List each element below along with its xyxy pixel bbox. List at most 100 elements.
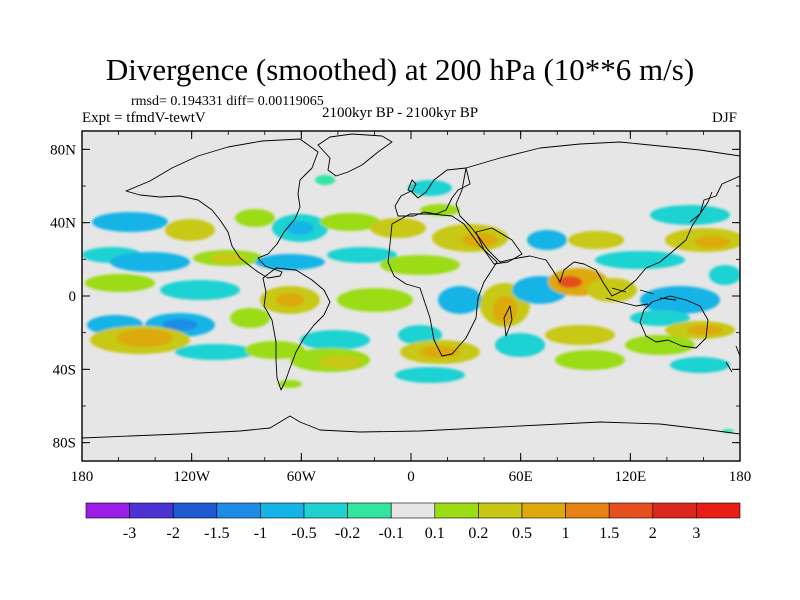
x-tick-label: 60W bbox=[287, 469, 317, 485]
field-blob bbox=[558, 276, 582, 288]
field-blob bbox=[527, 230, 567, 250]
field-blob bbox=[210, 253, 246, 263]
field-blob bbox=[162, 319, 198, 331]
field-blob bbox=[380, 255, 460, 275]
stats-label: rmsd= 0.194331 diff= 0.00119065 bbox=[131, 94, 324, 109]
field-blob bbox=[235, 209, 275, 227]
field-blob bbox=[300, 330, 370, 350]
field-blob bbox=[495, 333, 545, 357]
field-blob bbox=[568, 231, 624, 249]
field-blob bbox=[493, 296, 517, 324]
x-tick-label: 60E bbox=[509, 469, 533, 485]
x-tick-label: 180 bbox=[71, 469, 94, 485]
field-blob bbox=[408, 180, 452, 196]
japan-outline bbox=[689, 191, 713, 223]
field-blob bbox=[320, 213, 380, 231]
field-blob bbox=[545, 325, 615, 345]
colorbar-swatch bbox=[608, 502, 654, 519]
field-blob bbox=[230, 308, 270, 328]
field-blob bbox=[110, 252, 190, 272]
field-blob bbox=[555, 350, 625, 370]
colorbar-label: -0.5 bbox=[291, 525, 316, 542]
field-blob bbox=[694, 236, 730, 248]
field-blob bbox=[276, 293, 304, 307]
colorbar-swatch bbox=[652, 502, 697, 519]
field-blob bbox=[395, 367, 465, 383]
colorbar-label: 1.5 bbox=[599, 525, 619, 542]
field-blob bbox=[709, 265, 740, 285]
colorbar-swatch bbox=[303, 502, 348, 519]
indonesia-outline bbox=[605, 287, 677, 307]
colorbar-label: -2 bbox=[167, 525, 180, 542]
greenland-outline bbox=[317, 133, 393, 177]
africa-outline bbox=[387, 213, 498, 357]
colorbar-label: 0.2 bbox=[468, 525, 488, 542]
field-blob bbox=[687, 325, 723, 335]
period-label: 2100kyr BP - 2100kyr BP bbox=[322, 105, 479, 121]
colorbar-swatch bbox=[129, 502, 174, 519]
colorbar-swatch bbox=[696, 502, 741, 519]
field-blob bbox=[245, 341, 305, 359]
x-tick-label: 120E bbox=[614, 469, 646, 485]
experiment-label: Expt = tfmdV-tewtV bbox=[82, 110, 206, 126]
colorbar-label: 1 bbox=[562, 525, 570, 542]
field-blob bbox=[438, 286, 482, 314]
colorbar-swatch bbox=[260, 502, 305, 519]
field-blob bbox=[286, 221, 314, 235]
field-blob bbox=[587, 278, 637, 302]
colorbar-label: -3 bbox=[123, 525, 136, 542]
colorbar-label: 3 bbox=[692, 525, 700, 542]
antarctica-outline bbox=[82, 415, 740, 439]
field-blob bbox=[255, 254, 325, 270]
field-blob bbox=[85, 274, 155, 292]
season-label: DJF bbox=[712, 110, 738, 126]
y-tick-label: 40S bbox=[53, 362, 76, 378]
field-blob bbox=[595, 251, 685, 269]
coastlines bbox=[82, 133, 740, 439]
colorbar-swatch bbox=[521, 502, 566, 519]
south-america-outline bbox=[262, 267, 331, 391]
x-tick-label: 180 bbox=[729, 469, 752, 485]
madagascar-outline bbox=[503, 305, 513, 337]
colorbar-swatch bbox=[434, 502, 479, 519]
colorbar-label: 0.1 bbox=[425, 525, 445, 542]
y-tick-label: 80S bbox=[53, 436, 76, 452]
field-blob bbox=[327, 247, 397, 263]
field-blob bbox=[337, 288, 413, 312]
colorbar-label: 2 bbox=[649, 525, 657, 542]
colorbar-swatch bbox=[172, 502, 218, 519]
chart-title: Divergence (smoothed) at 200 hPa (10**6 … bbox=[105, 52, 695, 87]
colorbar-swatch bbox=[565, 502, 610, 519]
australia-outline bbox=[639, 295, 709, 349]
asia-outline bbox=[455, 141, 740, 297]
field-blob bbox=[318, 355, 362, 369]
colorbar-label: -1.5 bbox=[204, 525, 229, 542]
field-blob bbox=[278, 380, 302, 388]
colorbar-label: -0.1 bbox=[379, 525, 404, 542]
field-blob bbox=[640, 286, 720, 314]
colorbar-swatch bbox=[478, 502, 523, 519]
field-blob bbox=[165, 219, 215, 241]
field-blob bbox=[630, 310, 690, 326]
field-blob bbox=[117, 329, 173, 347]
colorbar-label: -1 bbox=[254, 525, 267, 542]
north-america-outline bbox=[125, 138, 319, 279]
field-blob bbox=[370, 218, 426, 238]
colorbar-label: 0.5 bbox=[512, 525, 532, 542]
arabia-outline bbox=[475, 227, 523, 265]
field-blob bbox=[650, 205, 730, 225]
colorbar-swatch bbox=[85, 502, 130, 519]
y-tick-label: 0 bbox=[69, 289, 77, 305]
field-blob bbox=[175, 344, 255, 360]
colorbar-swatch bbox=[390, 502, 436, 519]
x-tick-label: 0 bbox=[407, 469, 415, 485]
field-blob bbox=[398, 325, 442, 345]
field-blob bbox=[625, 335, 695, 355]
y-tick-label: 40N bbox=[50, 216, 76, 232]
uk-outline bbox=[407, 179, 417, 193]
y-tick-label: 80N bbox=[50, 142, 76, 158]
field-blob bbox=[160, 280, 240, 300]
field-blob bbox=[315, 175, 335, 185]
field-blob bbox=[670, 357, 730, 373]
